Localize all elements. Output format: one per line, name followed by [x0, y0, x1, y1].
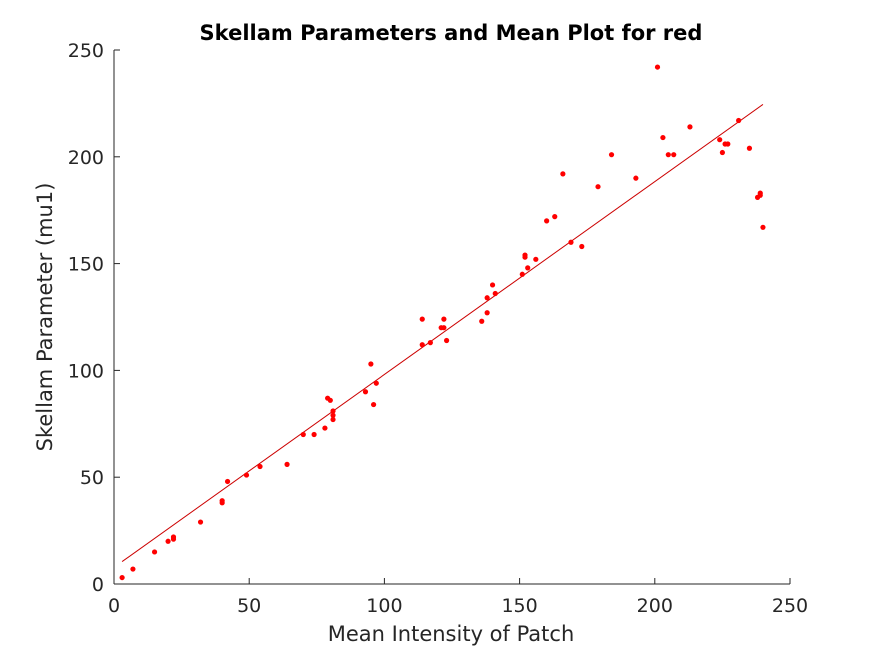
data-point — [479, 318, 485, 324]
y-tick-label: 0 — [92, 574, 104, 596]
data-point — [633, 175, 639, 181]
data-point — [519, 271, 525, 277]
data-point — [330, 412, 336, 418]
data-point — [522, 252, 528, 258]
data-point — [660, 134, 666, 141]
y-tick-label: 250 — [68, 40, 104, 62]
data-point — [443, 337, 450, 344]
data-point — [560, 171, 566, 177]
data-point — [568, 239, 574, 245]
data-point — [608, 152, 615, 158]
data-point — [725, 141, 731, 147]
data-point — [665, 152, 671, 158]
axes: 0 50 100 150 200 250 0 50 100 150 200 250 — [68, 40, 808, 617]
y-axis-title: Skellam Parameter (mu1) — [33, 183, 57, 452]
data-point — [492, 290, 498, 297]
x-tick-label: 100 — [366, 595, 402, 617]
data-point — [362, 389, 369, 395]
x-tick-label: 50 — [237, 595, 261, 617]
data-point — [330, 416, 336, 423]
data-point — [441, 325, 447, 331]
data-point — [441, 316, 447, 322]
y-tick-label: 150 — [68, 254, 104, 276]
chart-title: Skellam Parameters and Mean Plot for red — [200, 21, 703, 45]
data-point — [595, 184, 601, 190]
data-point — [170, 534, 177, 540]
x-axis-title: Mean Intensity of Patch — [328, 622, 575, 646]
data-point — [489, 282, 496, 288]
data-point — [717, 137, 723, 143]
data-point — [370, 401, 377, 408]
data-point — [197, 519, 204, 525]
data-point — [552, 214, 558, 220]
data-point — [419, 316, 425, 322]
data-point — [746, 145, 753, 151]
data-point — [533, 256, 539, 262]
data-point — [687, 124, 693, 130]
x-tick-label: 250 — [772, 595, 808, 617]
data-point — [427, 340, 433, 346]
data-point — [484, 295, 490, 301]
x-tick-label: 150 — [501, 595, 537, 617]
data-point — [719, 149, 726, 156]
data-point — [151, 549, 158, 555]
data-point — [330, 408, 336, 414]
data-point — [165, 538, 171, 544]
data-point — [368, 361, 374, 367]
data-point — [373, 380, 379, 386]
data-point — [736, 117, 742, 124]
x-tick-label: 200 — [637, 595, 673, 617]
data-point — [579, 243, 585, 250]
data-point — [224, 478, 231, 485]
fit-line — [121, 104, 764, 562]
data-point — [311, 431, 317, 438]
data-point — [525, 265, 531, 271]
fit-line-layer — [121, 104, 764, 562]
data-point — [257, 463, 263, 470]
data-point — [322, 425, 328, 431]
y-tick-label: 50 — [80, 467, 104, 489]
y-tick-label: 200 — [68, 147, 104, 169]
data-point — [419, 342, 425, 348]
data-point — [219, 498, 225, 504]
data-point — [671, 152, 677, 158]
data-point — [284, 461, 290, 467]
data-point — [757, 190, 763, 196]
data-point — [760, 224, 766, 230]
y-tick-label: 100 — [68, 360, 104, 382]
data-point — [327, 397, 333, 403]
data-point — [243, 472, 250, 478]
data-point — [300, 431, 306, 438]
data-point — [484, 310, 490, 316]
data-point — [119, 574, 125, 581]
data-point — [130, 566, 136, 572]
x-tick-label: 0 — [108, 595, 120, 617]
data-point — [654, 64, 661, 70]
data-point — [544, 218, 550, 224]
data-points-layer — [119, 64, 766, 581]
